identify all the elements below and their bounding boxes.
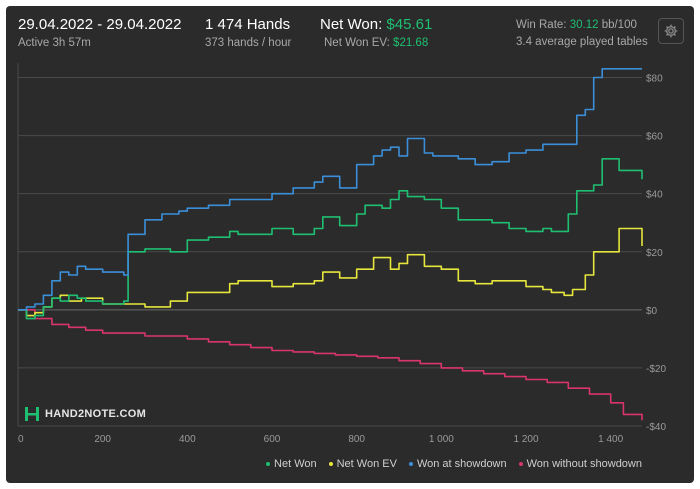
net-won: Net Won: $45.61 [320,16,432,33]
win-rate: Win Rate: 30.12 bb/100 [516,19,637,31]
x-tick-label: 400 [179,434,196,445]
x-tick-label: 200 [94,434,111,445]
legend-dot [518,462,523,466]
settings-button[interactable] [658,18,684,44]
y-tick-label: $40 [646,190,663,201]
net-won-ev-label: Net Won EV: [324,37,390,49]
series-line-no-showdown [18,309,643,421]
legend-label: Won without showdown [526,458,642,470]
win-rate-value: 30.12 [569,19,599,31]
legend-item-net-won[interactable]: Net Won [266,458,317,470]
y-tick-label: $0 [646,306,658,317]
net-won-ev-value: $21.68 [393,37,429,49]
y-tick-label: $80 [646,74,663,85]
series-line-showdown [18,68,642,311]
logo: HAND2NOTE.COM [24,406,146,422]
chart-panel: 29.04.2022 - 29.04.2022 Active 3h 57m 1 … [6,6,694,483]
profit-chart: $80 $60 $40 $20 $0 -$20 -$40 0 200 400 600 800 1 00… [17,63,666,445]
x-tick-label: 800 [348,434,365,445]
series-line-net-won [18,158,643,320]
net-won-value: $45.61 [386,16,433,33]
legend-dot [328,462,333,466]
x-tick-label: 1 200 [513,434,538,445]
legend-item-showdown[interactable]: Won at showdown [408,458,507,470]
legend-dot [266,462,271,466]
y-tick-label: $60 [646,132,663,143]
win-rate-unit: bb/100 [601,19,637,31]
logo-text: HAND2NOTE.COM [45,408,147,420]
average-tables: 3.4 average played tables [516,36,648,48]
legend-item-no-showdown[interactable]: Won without showdown [518,458,642,470]
legend-label: Net Won [274,458,317,470]
gear-icon [664,24,678,38]
x-axis: 0 200 400 600 800 1 000 1 200 1 400 [18,434,624,445]
grid-lines [17,63,642,427]
net-won-label: Net Won: [320,16,383,33]
x-tick-label: 0 [18,434,24,445]
legend-label: Net Won EV [336,458,397,470]
active-time: Active 3h 57m [18,37,91,49]
hands-count: 1 474 Hands [205,16,291,33]
legend-label: Won at showdown [416,458,507,470]
win-rate-label: Win Rate: [516,19,567,31]
hands-per-hour: 373 hands / hour [205,37,292,49]
date-range: 29.04.2022 - 29.04.2022 [18,16,182,33]
logo-icon [25,407,39,421]
y-axis: $80 $60 $40 $20 $0 -$20 -$40 [646,74,666,433]
series-line-net-won-ev [18,227,643,317]
x-tick-label: 1 400 [598,434,623,445]
series-lines [18,68,643,421]
y-tick-label: $20 [646,248,663,259]
net-won-ev: Net Won EV: $21.68 [324,37,428,49]
legend-dot [408,462,413,466]
x-tick-label: 600 [264,434,281,445]
x-tick-label: 1 000 [429,434,454,445]
y-tick-label: -$20 [646,364,666,375]
legend-item-net-won-ev[interactable]: Net Won EV [328,458,397,470]
chart-legend: Net Won Net Won EV Won at showdown Won with… [254,458,642,470]
y-tick-label: -$40 [646,422,666,433]
